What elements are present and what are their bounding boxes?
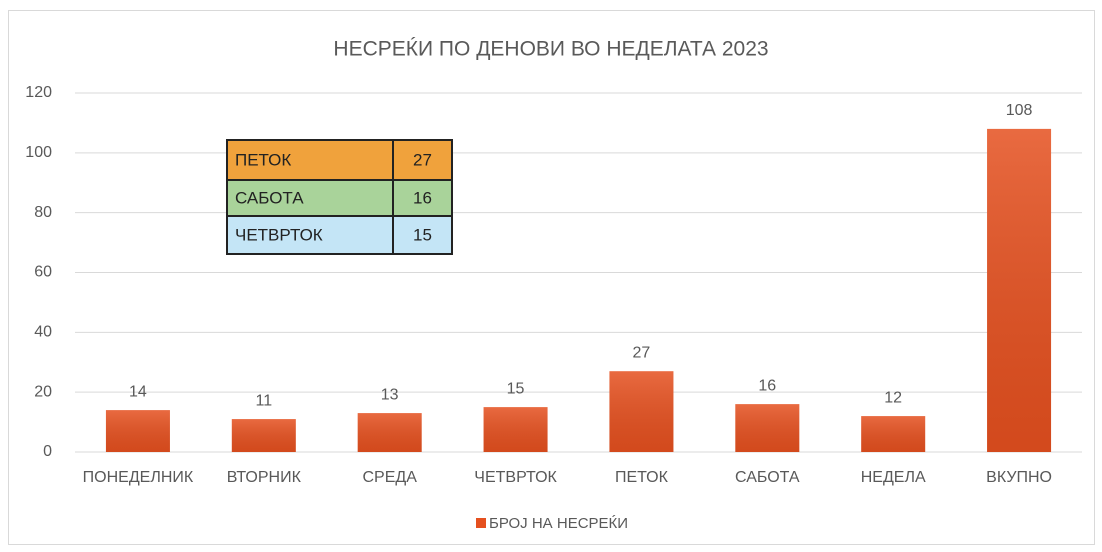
x-tick-label: ВКУПНО bbox=[986, 469, 1052, 486]
bar bbox=[483, 407, 548, 452]
y-tick-label: 120 bbox=[25, 84, 52, 101]
y-tick-label: 60 bbox=[34, 264, 52, 281]
bar bbox=[609, 371, 674, 452]
table-cell bbox=[392, 215, 453, 255]
data-label: 27 bbox=[633, 344, 651, 361]
table-label: ПЕТОК bbox=[235, 150, 291, 169]
table-cell bbox=[392, 139, 453, 181]
table-label: САБОТА bbox=[235, 188, 304, 207]
legend-swatch bbox=[476, 518, 486, 528]
chart-title: НЕСРЕЌИ ПО ДЕНОВИ ВО НЕДЕЛАТА 2023 bbox=[333, 38, 768, 61]
data-label: 13 bbox=[381, 386, 399, 403]
y-tick-label: 80 bbox=[34, 204, 52, 221]
data-label: 12 bbox=[884, 389, 902, 406]
data-label: 108 bbox=[1006, 102, 1033, 119]
legend-label: БРОЈ НА НЕСРЕЌИ bbox=[489, 515, 628, 532]
bar bbox=[357, 413, 422, 452]
table-cell bbox=[226, 179, 394, 217]
data-label: 16 bbox=[758, 377, 776, 394]
x-tick-label: ПОНЕДЕЛНИК bbox=[83, 469, 194, 486]
x-tick-label: ЧЕТВРТОК bbox=[474, 469, 557, 486]
bar bbox=[231, 419, 296, 452]
data-label: 11 bbox=[256, 392, 273, 409]
data-label: 15 bbox=[507, 380, 525, 397]
table-value: 15 bbox=[413, 225, 432, 244]
y-tick-label: 40 bbox=[34, 324, 52, 341]
bar bbox=[987, 128, 1052, 452]
table-label: ЧЕТВРТОК bbox=[235, 225, 323, 244]
x-tick-label: ПЕТОК bbox=[615, 469, 669, 486]
table-cell bbox=[226, 215, 394, 255]
data-label: 14 bbox=[129, 383, 147, 400]
chart-frame bbox=[8, 10, 1095, 545]
table-value: 27 bbox=[413, 150, 432, 169]
table-cell bbox=[392, 179, 453, 217]
x-tick-label: ВТОРНИК bbox=[227, 469, 302, 486]
bar bbox=[105, 410, 170, 452]
table-cell bbox=[226, 139, 394, 181]
bar bbox=[861, 416, 926, 452]
x-tick-label: САБОТА bbox=[735, 469, 800, 486]
bar bbox=[735, 404, 800, 452]
y-tick-label: 20 bbox=[34, 383, 52, 400]
table-value: 16 bbox=[413, 188, 432, 207]
y-tick-label: 100 bbox=[25, 144, 52, 161]
x-tick-label: НЕДЕЛА bbox=[861, 469, 926, 486]
x-tick-label: СРЕДА bbox=[362, 469, 417, 486]
y-tick-label: 0 bbox=[43, 443, 52, 460]
